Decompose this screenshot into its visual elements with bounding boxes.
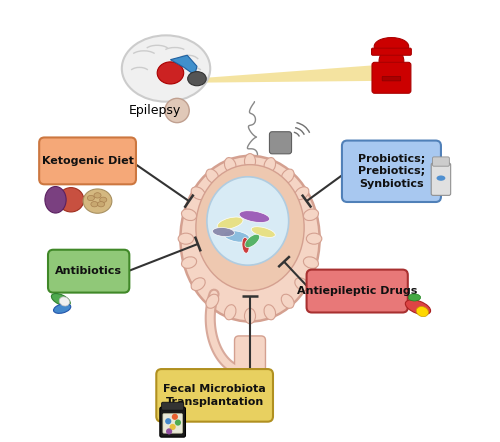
- Ellipse shape: [52, 293, 70, 306]
- Ellipse shape: [374, 38, 408, 55]
- Text: Epilepsy: Epilepsy: [129, 104, 181, 117]
- Ellipse shape: [54, 304, 71, 313]
- FancyBboxPatch shape: [270, 132, 291, 154]
- FancyBboxPatch shape: [382, 76, 400, 81]
- Circle shape: [172, 414, 178, 420]
- Ellipse shape: [264, 157, 276, 173]
- Ellipse shape: [182, 257, 196, 268]
- FancyBboxPatch shape: [306, 270, 408, 312]
- Ellipse shape: [165, 99, 189, 122]
- Ellipse shape: [245, 234, 260, 248]
- Ellipse shape: [206, 169, 218, 183]
- Ellipse shape: [295, 187, 309, 200]
- Ellipse shape: [244, 153, 256, 169]
- Polygon shape: [199, 65, 378, 83]
- Circle shape: [170, 424, 175, 430]
- FancyBboxPatch shape: [431, 163, 450, 195]
- Ellipse shape: [224, 157, 236, 173]
- Ellipse shape: [88, 195, 94, 201]
- FancyBboxPatch shape: [342, 141, 441, 202]
- FancyBboxPatch shape: [156, 369, 273, 422]
- Circle shape: [379, 49, 404, 73]
- FancyBboxPatch shape: [432, 157, 450, 166]
- FancyBboxPatch shape: [372, 48, 412, 55]
- FancyBboxPatch shape: [48, 250, 130, 293]
- Ellipse shape: [264, 305, 276, 320]
- Ellipse shape: [224, 305, 236, 320]
- FancyBboxPatch shape: [160, 407, 186, 437]
- Ellipse shape: [224, 231, 250, 242]
- Ellipse shape: [83, 189, 112, 213]
- FancyBboxPatch shape: [372, 62, 411, 93]
- Ellipse shape: [188, 72, 206, 86]
- Ellipse shape: [304, 209, 318, 221]
- Ellipse shape: [191, 278, 205, 290]
- Ellipse shape: [252, 227, 276, 237]
- Ellipse shape: [282, 294, 294, 309]
- FancyBboxPatch shape: [162, 402, 184, 410]
- Ellipse shape: [406, 300, 430, 315]
- Ellipse shape: [59, 297, 70, 306]
- Text: Antibiotics: Antibiotics: [55, 266, 122, 276]
- Ellipse shape: [207, 177, 288, 265]
- Ellipse shape: [191, 187, 205, 200]
- Circle shape: [165, 418, 172, 424]
- Ellipse shape: [217, 217, 243, 229]
- Ellipse shape: [244, 308, 256, 324]
- FancyBboxPatch shape: [234, 336, 266, 376]
- Ellipse shape: [100, 197, 107, 202]
- Ellipse shape: [122, 35, 210, 102]
- Ellipse shape: [45, 187, 66, 213]
- Ellipse shape: [98, 202, 104, 207]
- Ellipse shape: [304, 257, 318, 268]
- Polygon shape: [170, 55, 197, 75]
- Ellipse shape: [178, 233, 194, 244]
- Circle shape: [166, 428, 172, 434]
- Ellipse shape: [157, 62, 184, 84]
- Text: Ketogenic Diet: Ketogenic Diet: [42, 156, 134, 166]
- Ellipse shape: [196, 164, 304, 291]
- Ellipse shape: [295, 278, 309, 290]
- Ellipse shape: [212, 228, 234, 236]
- Ellipse shape: [282, 169, 294, 183]
- Ellipse shape: [182, 209, 196, 221]
- Ellipse shape: [239, 211, 270, 222]
- Ellipse shape: [408, 294, 420, 301]
- Ellipse shape: [242, 237, 249, 253]
- FancyBboxPatch shape: [163, 414, 182, 433]
- Ellipse shape: [206, 294, 218, 309]
- Ellipse shape: [58, 187, 84, 212]
- Ellipse shape: [416, 307, 428, 316]
- Circle shape: [175, 419, 181, 426]
- Text: Probiotics;
Prebiotics;
Synbiotics: Probiotics; Prebiotics; Synbiotics: [358, 154, 425, 189]
- FancyBboxPatch shape: [39, 137, 136, 184]
- Ellipse shape: [94, 193, 101, 198]
- Text: Fecal Microbiota
Transplantation: Fecal Microbiota Transplantation: [164, 384, 266, 407]
- Ellipse shape: [306, 233, 322, 244]
- Text: Antiepileptic Drugs: Antiepileptic Drugs: [297, 286, 418, 296]
- Ellipse shape: [91, 202, 98, 207]
- Ellipse shape: [180, 156, 320, 321]
- Ellipse shape: [436, 175, 446, 181]
